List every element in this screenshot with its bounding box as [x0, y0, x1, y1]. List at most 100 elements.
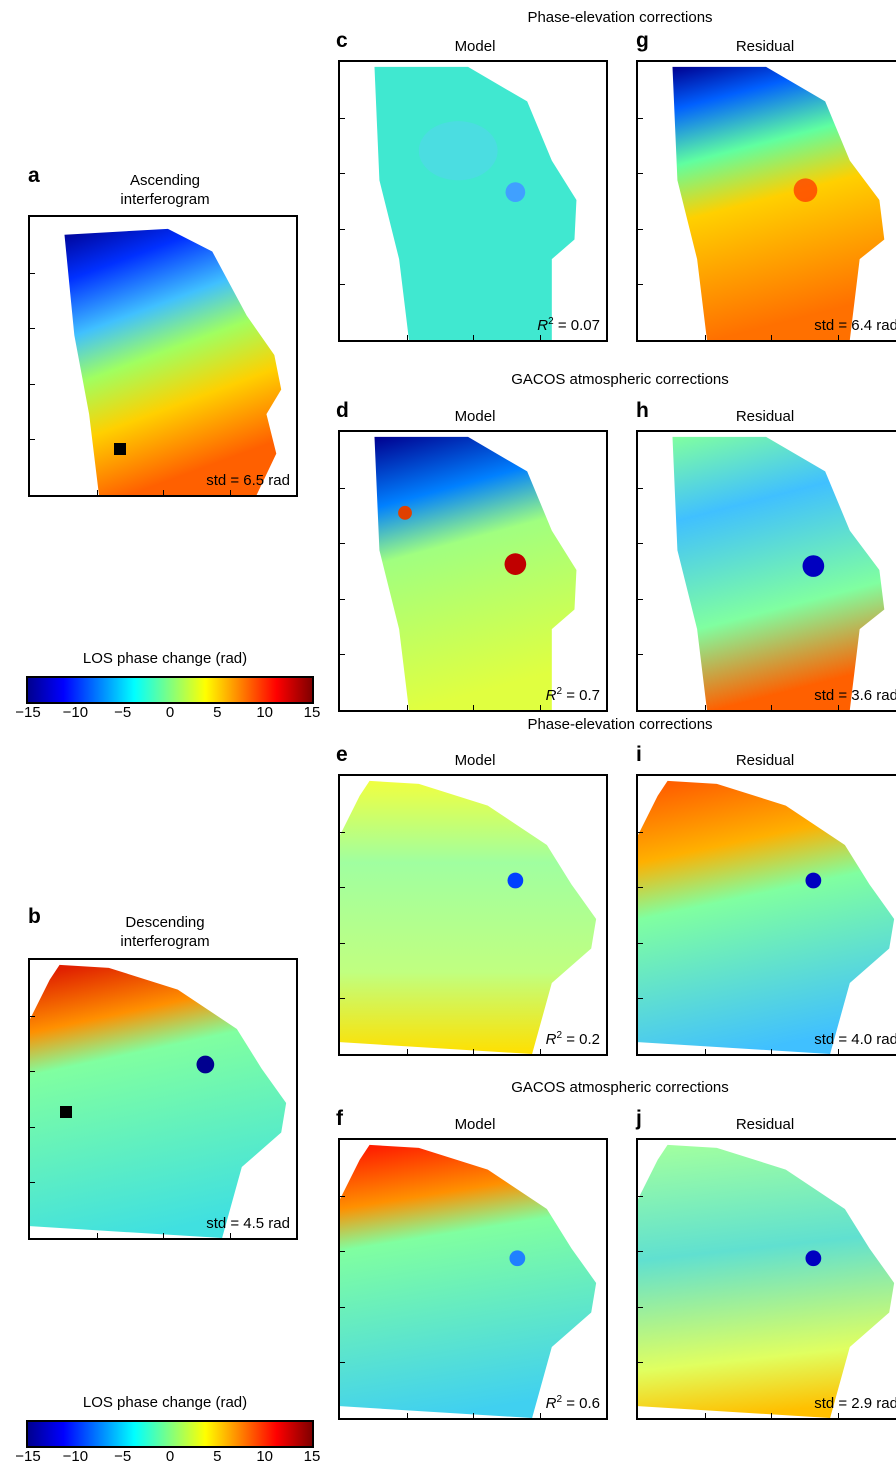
- axis-tick: [340, 487, 345, 489]
- map-j: [638, 1144, 895, 1418]
- axis-tick: [340, 942, 345, 944]
- colorbar-title-bottom: LOS phase change (rad): [82, 1394, 248, 1411]
- axis-tick: [539, 1413, 541, 1418]
- reference-point-b: [60, 1106, 72, 1118]
- axis-tick: [473, 335, 474, 340]
- panel-letter-g: g: [636, 29, 649, 52]
- axis-tick: [30, 1015, 35, 1017]
- panel-title-b-line2: interferogram: [120, 932, 210, 950]
- panel-letter-i: i: [636, 743, 642, 766]
- panel-letter-h: h: [636, 399, 649, 422]
- axis-tick: [638, 117, 643, 119]
- axis-tick: [638, 173, 643, 175]
- panel-letter-b: b: [28, 905, 41, 928]
- stat-h: std = 3.6 rad: [814, 687, 896, 704]
- axis-tick: [229, 490, 231, 495]
- axis-tick: [340, 1251, 345, 1253]
- axis-tick: [539, 1049, 541, 1054]
- reference-point-a: [114, 443, 126, 455]
- colorbar-tick-label: −5: [114, 1448, 132, 1465]
- colorbar-tick-label: 15: [303, 1448, 321, 1465]
- section-title-gacos-top: GACOS atmospheric corrections: [511, 371, 729, 388]
- axis-tick: [340, 831, 345, 833]
- axis-tick: [30, 383, 35, 385]
- stat-e: R2 = 0.2: [545, 1030, 600, 1048]
- colorbar-tick-label: −5: [114, 704, 132, 721]
- panel-j-map: std = 2.9 rad: [636, 1138, 896, 1420]
- axis-tick: [638, 1362, 643, 1364]
- axis-tick: [163, 1233, 164, 1238]
- panel-letter-d: d: [336, 399, 349, 422]
- colorbar-tick-label: 0: [165, 1448, 175, 1465]
- axis-tick: [340, 1195, 345, 1197]
- axis-tick: [30, 328, 35, 330]
- stat-j: std = 2.9 rad: [814, 1395, 896, 1412]
- axis-tick: [638, 831, 643, 833]
- axis-tick: [638, 942, 643, 944]
- panel-c-map: R2 = 0.07: [338, 60, 608, 342]
- axis-tick: [638, 1306, 643, 1308]
- colorbar-tick-label: 5: [213, 1448, 222, 1465]
- axis-tick: [638, 1195, 643, 1197]
- section-title-gacos-bottom: GACOS atmospheric corrections: [511, 1079, 729, 1096]
- stat-c: R2 = 0.07: [537, 316, 600, 334]
- panel-title-c: Model: [454, 38, 496, 55]
- stat-g: std = 6.4 rad: [814, 317, 896, 334]
- stat-d: R2 = 0.7: [545, 686, 600, 704]
- axis-tick: [163, 490, 164, 495]
- stat-a: std = 6.5 rad: [206, 472, 290, 489]
- panel-letter-f: f: [336, 1107, 343, 1130]
- axis-tick: [771, 1049, 772, 1054]
- axis-tick: [771, 705, 772, 710]
- axis-tick: [30, 272, 35, 274]
- colorbar-tick-label: −15: [15, 704, 41, 721]
- axis-tick: [539, 705, 541, 710]
- axis-tick: [406, 705, 408, 710]
- axis-tick: [30, 1126, 35, 1128]
- axis-tick: [473, 1413, 474, 1418]
- axis-tick: [340, 1306, 345, 1308]
- axis-tick: [229, 1233, 231, 1238]
- axis-tick: [638, 1251, 643, 1253]
- axis-tick: [340, 228, 345, 230]
- colorbar-tick-label: 0: [165, 704, 175, 721]
- axis-tick: [704, 1413, 706, 1418]
- colorbar-tick-label: −10: [62, 704, 89, 721]
- axis-tick: [638, 887, 643, 889]
- map-h: [672, 436, 885, 710]
- axis-tick: [30, 439, 35, 441]
- stat-b: std = 4.5 rad: [206, 1215, 290, 1232]
- map-i: [638, 780, 895, 1054]
- axis-tick: [704, 1049, 706, 1054]
- map-f: [340, 1144, 597, 1418]
- axis-tick: [30, 1071, 35, 1073]
- axis-tick: [96, 490, 98, 495]
- axis-tick: [638, 654, 643, 656]
- section-title-phase-elevation-bottom: Phase-elevation corrections: [527, 716, 713, 733]
- axis-tick: [473, 705, 474, 710]
- panel-letter-c: c: [336, 29, 348, 52]
- panel-i-map: std = 4.0 rad: [636, 774, 896, 1056]
- axis-tick: [837, 1049, 839, 1054]
- panel-h-map: std = 3.6 rad: [636, 430, 896, 712]
- panel-g-map: std = 6.4 rad: [636, 60, 896, 342]
- axis-tick: [837, 1413, 839, 1418]
- axis-tick: [539, 335, 541, 340]
- map-c: [374, 66, 577, 340]
- axis-tick: [771, 335, 772, 340]
- axis-tick: [638, 598, 643, 600]
- colorbar-bottom: [26, 1420, 314, 1448]
- axis-tick: [704, 705, 706, 710]
- panel-title-h: Residual: [735, 408, 795, 425]
- panel-title-i: Residual: [735, 752, 795, 769]
- colorbar-top: [26, 676, 314, 704]
- stat-i: std = 4.0 rad: [814, 1031, 896, 1048]
- axis-tick: [30, 1182, 35, 1184]
- axis-tick: [704, 335, 706, 340]
- axis-tick: [473, 1049, 474, 1054]
- axis-tick: [340, 173, 345, 175]
- axis-tick: [638, 543, 643, 545]
- axis-tick: [638, 228, 643, 230]
- colorbar-tick-label: 10: [256, 1448, 273, 1465]
- panel-letter-a: a: [28, 164, 40, 187]
